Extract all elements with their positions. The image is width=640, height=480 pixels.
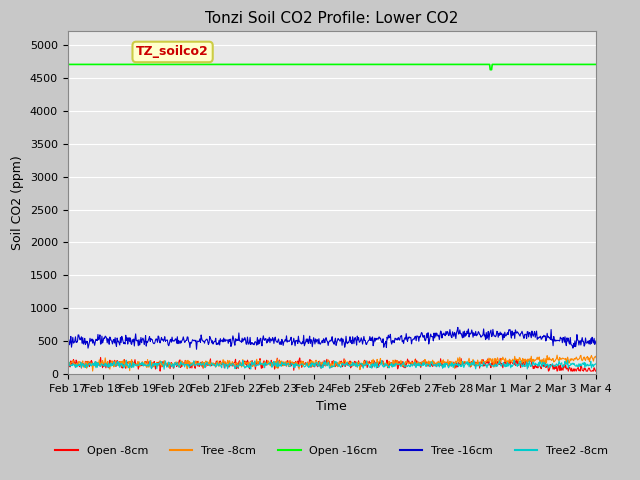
Tree -8cm: [553, 352, 561, 358]
Open -8cm: [402, 365, 410, 371]
Open -8cm: [372, 361, 380, 367]
Tree -8cm: [401, 361, 409, 367]
Tree -8cm: [465, 355, 473, 361]
Tree -16cm: [96, 332, 104, 338]
Tree -16cm: [385, 335, 393, 340]
Tree -8cm: [371, 362, 379, 368]
Tree -16cm: [63, 341, 71, 347]
Tree2 -8cm: [402, 363, 410, 369]
Tree2 -8cm: [63, 363, 71, 369]
Tree -16cm: [401, 335, 409, 341]
X-axis label: Time: Time: [316, 400, 347, 413]
Tree -16cm: [193, 347, 200, 352]
Line: Tree -8cm: Tree -8cm: [67, 355, 596, 371]
Open -8cm: [97, 355, 104, 360]
Tree2 -8cm: [592, 360, 600, 366]
Open -16cm: [486, 67, 494, 72]
Tree -8cm: [63, 362, 71, 368]
Tree -16cm: [520, 336, 528, 341]
Tree2 -8cm: [96, 363, 104, 369]
Line: Tree -16cm: Tree -16cm: [67, 327, 596, 349]
Legend: Open -8cm, Tree -8cm, Open -16cm, Tree -16cm, Tree2 -8cm: Open -8cm, Tree -8cm, Open -16cm, Tree -…: [51, 442, 612, 461]
Tree2 -8cm: [520, 363, 528, 369]
Open -16cm: [371, 61, 378, 67]
Tree -8cm: [592, 355, 600, 360]
Y-axis label: Soil CO2 (ppm): Soil CO2 (ppm): [11, 156, 24, 250]
Tree -8cm: [89, 368, 97, 374]
Line: Open -8cm: Open -8cm: [67, 358, 596, 371]
Open -16cm: [520, 61, 527, 67]
Open -8cm: [386, 360, 394, 366]
Tree -8cm: [97, 362, 104, 368]
Open -16cm: [63, 61, 71, 67]
Tree -16cm: [454, 324, 461, 330]
Line: Tree2 -8cm: Tree2 -8cm: [67, 360, 596, 369]
Open -8cm: [520, 361, 528, 367]
Open -8cm: [96, 360, 104, 366]
Open -16cm: [385, 61, 392, 67]
Tree -16cm: [371, 338, 379, 344]
Title: Tonzi Soil CO2 Profile: Lower CO2: Tonzi Soil CO2 Profile: Lower CO2: [205, 11, 458, 26]
Tree -16cm: [592, 338, 600, 344]
Open -16cm: [401, 61, 408, 67]
Open -8cm: [63, 361, 71, 367]
Tree2 -8cm: [386, 362, 394, 368]
Tree -16cm: [466, 330, 474, 336]
Open -8cm: [466, 360, 474, 365]
Open -16cm: [465, 61, 472, 67]
Tree -8cm: [385, 359, 393, 364]
Tree2 -8cm: [122, 357, 130, 363]
Tree2 -8cm: [466, 360, 474, 366]
Tree2 -8cm: [372, 362, 380, 368]
Open -16cm: [96, 61, 104, 67]
Open -8cm: [592, 368, 600, 374]
Line: Open -16cm: Open -16cm: [67, 64, 596, 70]
Text: TZ_soilco2: TZ_soilco2: [136, 46, 209, 59]
Open -16cm: [592, 61, 600, 67]
Tree -8cm: [520, 358, 527, 364]
Open -8cm: [156, 368, 164, 374]
Tree2 -8cm: [160, 366, 168, 372]
